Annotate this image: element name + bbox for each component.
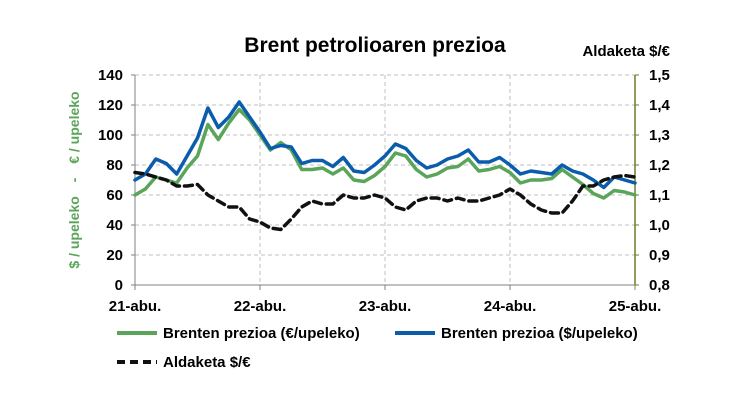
right-axis-title: Aldaketa $/€: [582, 43, 670, 60]
chart-title: Brent petrolioaren prezioa: [244, 34, 506, 57]
legend: Brenten prezioa (€/upeleko) Brenten prez…: [117, 325, 638, 371]
y-left-tick-label: 20: [106, 247, 123, 264]
y-left-tick-label: 0: [115, 277, 123, 294]
y-right-tick-label: 1,1: [649, 187, 670, 204]
series-layer: [133, 100, 637, 232]
left-axis-title-eur: € / upeleko: [66, 91, 82, 163]
y-left-tick-label: 140: [98, 67, 123, 84]
y-left-tick-label: 80: [106, 157, 123, 174]
y-left-tick-label: 100: [98, 127, 123, 144]
left-axis-title: $ / upeleko - € / upeleko: [66, 91, 82, 268]
x-tick-label: 25-abu.: [609, 298, 662, 315]
left-axis-title-usd: $ / upeleko: [66, 196, 82, 268]
grid-layer: [135, 74, 635, 285]
x-tick-label: 22-abu.: [234, 298, 287, 315]
x-tick-label: 23-abu.: [359, 298, 412, 315]
y-right-tick-label: 0,8: [649, 277, 670, 294]
y-right-tick-label: 1,4: [649, 97, 671, 114]
y-right-tick-label: 1,0: [649, 217, 670, 234]
x-tick-label: 21-abu.: [109, 298, 162, 315]
tick-layer: 0 20 40 60 80 100 120 140 0,8 0,9 1,0 1,1 1,2 1,3 1,4 1…: [98, 67, 671, 315]
y-left-tick-label: 60: [106, 187, 123, 204]
series-line-usd: [133, 100, 637, 190]
left-axis-title-sep: -: [66, 177, 82, 182]
legend-label-usd: Brenten prezioa ($/upeleko): [441, 325, 638, 342]
y-right-tick-label: 1,3: [649, 127, 670, 144]
series-line-eur: [133, 107, 637, 200]
y-left-tick-label: 40: [106, 217, 123, 234]
y-left-tick-label: 120: [98, 97, 123, 114]
y-right-tick-label: 1,2: [649, 157, 670, 174]
y-right-tick-label: 0,9: [649, 247, 670, 264]
y-right-tick-label: 1,5: [649, 67, 670, 84]
legend-label-fx: Aldaketa $/€: [163, 354, 251, 371]
series-line-fx: [133, 170, 637, 232]
x-tick-label: 24-abu.: [484, 298, 537, 315]
legend-label-eur: Brenten prezioa (€/upeleko): [163, 325, 360, 342]
